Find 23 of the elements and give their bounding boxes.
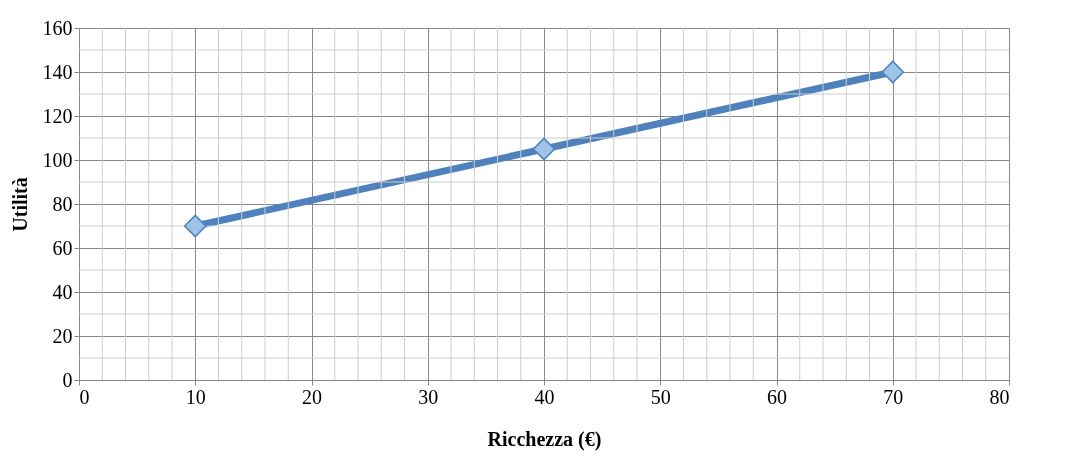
point (183, 214, 207, 238)
y-tick-label: 0 (62, 368, 73, 391)
y-axis-title: Utilità (8, 177, 31, 232)
x-tick-label: 0 (79, 385, 90, 408)
point (532, 137, 556, 161)
point (881, 60, 905, 84)
y-tick-label: 140 (42, 60, 73, 83)
y-tick-label: 160 (42, 16, 73, 39)
x-tick-label: 20 (302, 385, 322, 408)
x-tick-label: 40 (534, 385, 555, 408)
x-tick-label: 10 (185, 385, 206, 408)
x-tick-label: 80 (989, 385, 1010, 408)
y-tick-label: 40 (52, 280, 73, 303)
y-tick-label: 80 (52, 192, 73, 215)
y-tick-label: 60 (52, 236, 73, 259)
x-axis-title: Ricchezza (€) (487, 427, 602, 451)
x-tick-label: 50 (650, 385, 671, 408)
y-tick-label: 20 (52, 324, 73, 347)
x-tick-label: 60 (767, 385, 787, 408)
x-tick-label: 70 (883, 385, 904, 408)
y-tick-label: 120 (42, 104, 73, 127)
x-tick-label: 30 (418, 385, 439, 408)
y-tick-label: 100 (42, 148, 73, 171)
